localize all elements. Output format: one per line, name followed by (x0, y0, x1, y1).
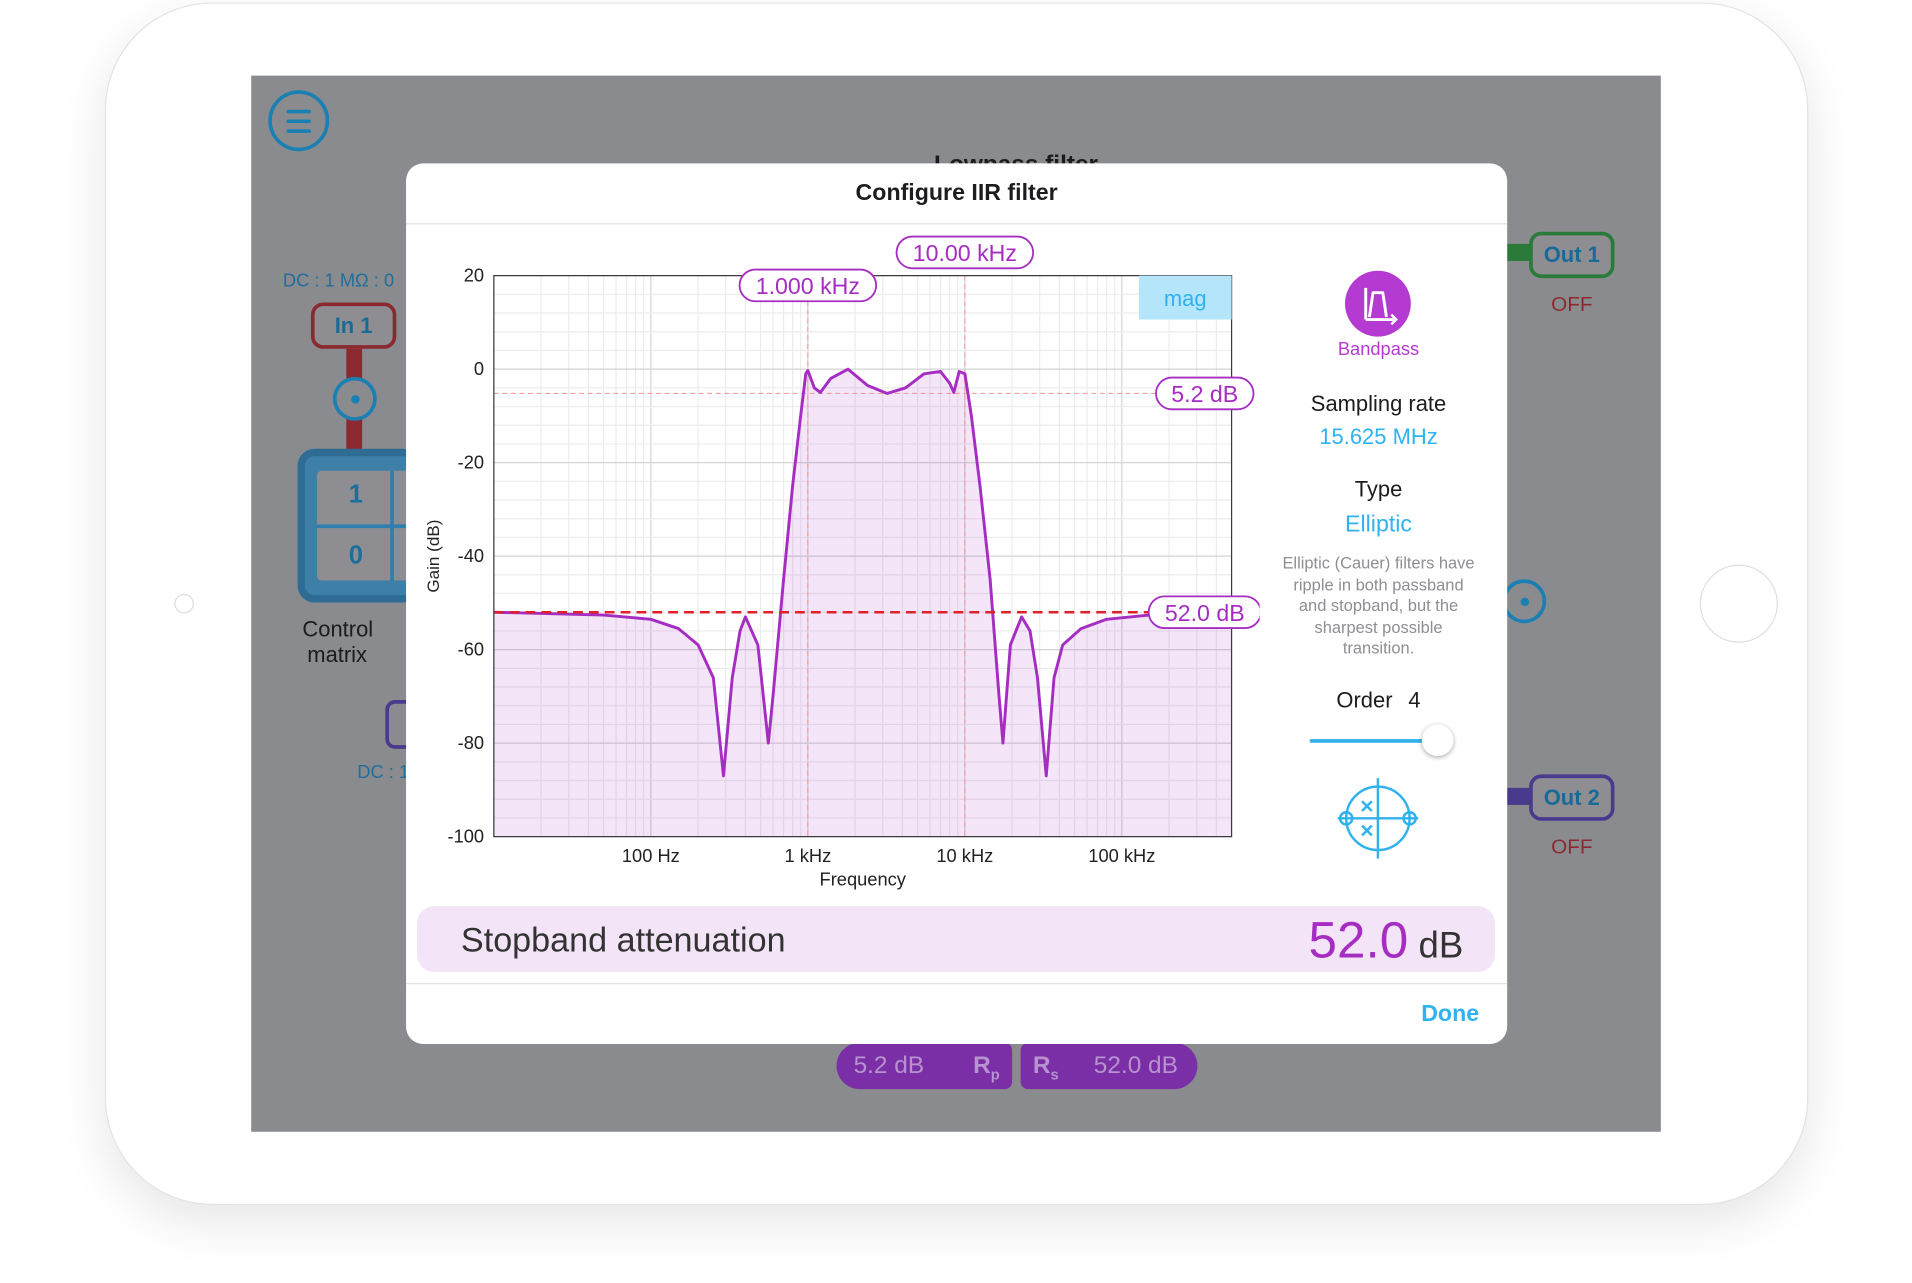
in1-label: In 1 (334, 313, 373, 338)
type-value[interactable]: Elliptic (1345, 512, 1412, 538)
ripple-marker-label: 5.2 dB (1171, 381, 1238, 407)
lower-dc-caption: DC : 1 (357, 762, 410, 783)
mag-badge-label: mag (1164, 286, 1207, 311)
rs-pill[interactable]: Rs 52.0 dB (1020, 1042, 1198, 1090)
order-slider-thumb[interactable] (1421, 724, 1453, 757)
parameter-value: 52.0 (1308, 911, 1409, 969)
order-value: 4 (1408, 687, 1421, 713)
x-tick-label: 10 kHz (936, 845, 993, 866)
y-tick-label: -100 (448, 826, 485, 847)
control-matrix-node[interactable]: 1 0 (297, 448, 420, 603)
out1-label: Out 1 (1543, 242, 1600, 268)
out2-label: Out 2 (1543, 785, 1600, 810)
mag-badge (1138, 275, 1232, 320)
sampling-rate-value[interactable]: 15.625 MHz (1319, 424, 1438, 449)
out1-node[interactable]: Out 1 (1529, 231, 1615, 279)
parameter-label: Stopband attenuation (460, 920, 786, 959)
stopband-marker-label: 52.0 dB (1165, 600, 1245, 626)
response-line (493, 367, 1232, 778)
order-row: Order 4 (1260, 688, 1498, 714)
parameter-panel[interactable]: Stopband attenuation 52.0 dB (417, 906, 1495, 973)
f-low-marker-pill (738, 268, 878, 303)
rp-pill[interactable]: 5.2 dB Rp (836, 1042, 1013, 1090)
out1-connector (1507, 243, 1534, 261)
y-axis-label: Gain (dB) (424, 520, 443, 593)
response-fill (493, 369, 1232, 837)
x-tick-label: 1 kHz (784, 845, 831, 866)
x-tick-label: 100 Hz (622, 845, 680, 866)
parameter-unit: dB (1418, 925, 1464, 966)
out-port-icon[interactable] (1502, 579, 1547, 624)
rp-value: 5.2 dB (853, 1052, 925, 1080)
y-tick-label: 0 (474, 358, 484, 379)
rs-symbol: Rs (1032, 1052, 1059, 1083)
ripple-marker-pill (1155, 376, 1255, 411)
pole-zero-plot-icon[interactable] (1335, 776, 1420, 861)
dialog-footer: Done (406, 982, 1508, 1044)
in1-port-icon[interactable] (332, 376, 377, 421)
sampling-rate-label: Sampling rate (1310, 391, 1447, 416)
hamburger-menu-icon[interactable] (268, 90, 330, 152)
filter-settings-panel: Bandpass Sampling rate 15.625 MHz Type E… (1260, 224, 1498, 907)
rp-symbol: Rp (973, 1052, 1000, 1083)
home-button[interactable] (1699, 564, 1778, 643)
y-tick-label: -20 (458, 452, 484, 473)
filter-shape-label[interactable]: Bandpass (1337, 339, 1420, 360)
dialog-title: Configure IIR filter (406, 163, 1508, 225)
y-tick-label: -80 (458, 732, 484, 753)
configure-iir-dialog: Configure IIR filter 20 0 -20 -40 -60 -80 -100… (406, 163, 1508, 1044)
out2-status: OFF (1551, 835, 1593, 859)
f-high-marker-pill (895, 235, 1035, 270)
type-description: Elliptic (Cauer) filters have ripple in … (1282, 553, 1475, 658)
out2-node[interactable]: Out 2 (1529, 774, 1615, 821)
stopband-marker-pill (1147, 595, 1260, 629)
out1-status: OFF (1551, 292, 1593, 316)
matrix-cell-bottom: 0 (348, 541, 363, 570)
y-tick-label: 20 (464, 265, 484, 286)
control-matrix-label-1: Control (302, 617, 374, 642)
in1-caption: DC : 1 MΩ : 0 (282, 270, 395, 292)
camera-dot (174, 593, 194, 614)
out2-connector (1507, 787, 1534, 805)
f-high-marker-label: 10.00 kHz (913, 240, 1017, 266)
rs-value: 52.0 dB (1093, 1052, 1178, 1080)
order-slider-fill (1309, 739, 1438, 743)
bandpass-icon[interactable] (1344, 270, 1411, 337)
in1-node[interactable]: In 1 (310, 302, 397, 349)
y-tick-label: -40 (458, 545, 484, 566)
order-slider[interactable] (1309, 724, 1453, 758)
matrix-cell-top: 1 (348, 480, 363, 509)
frequency-response-chart: 20 0 -20 -40 -60 -80 -100 100 Hz 1 kHz 10 kHz 100 … (424, 235, 1260, 889)
parameter-readout: 52.0 dB (1309, 911, 1464, 970)
x-axis-label: Frequency (820, 868, 907, 889)
control-matrix-label-2: matrix (307, 642, 368, 668)
order-label: Order (1336, 687, 1393, 713)
done-button[interactable]: Done (1421, 1001, 1480, 1027)
y-tick-label: -60 (458, 639, 484, 660)
x-tick-label: 100 kHz (1088, 845, 1155, 866)
type-label: Type (1354, 476, 1403, 502)
f-low-marker-label: 1.000 kHz (756, 273, 860, 299)
